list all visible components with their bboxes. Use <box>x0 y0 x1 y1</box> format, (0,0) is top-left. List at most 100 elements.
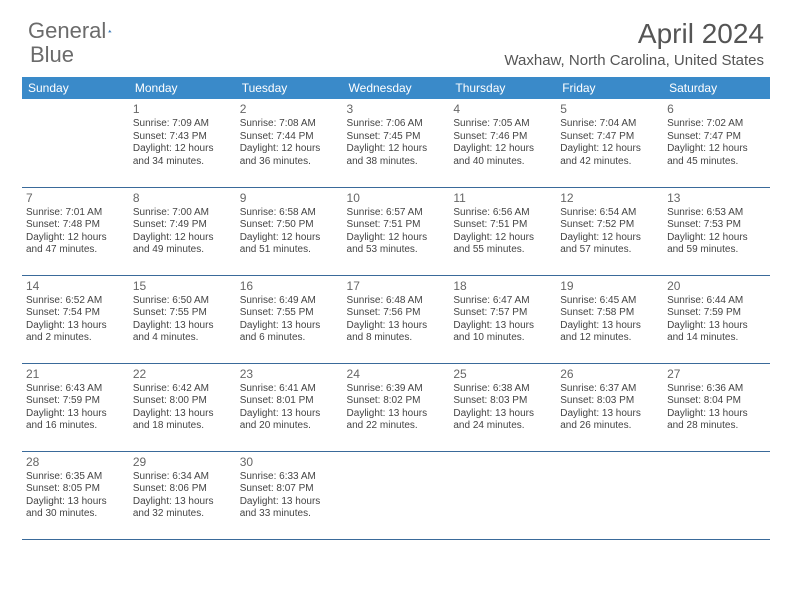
day-number: 3 <box>347 102 446 117</box>
day-cell: 29Sunrise: 6:34 AMSunset: 8:06 PMDayligh… <box>129 451 236 539</box>
day-number: 19 <box>560 279 659 294</box>
daylight-line: Daylight: 13 hours and 2 minutes. <box>26 320 125 345</box>
daylight-line: Daylight: 13 hours and 10 minutes. <box>453 320 552 345</box>
sail-icon <box>108 21 112 41</box>
daylight-line: Daylight: 12 hours and 53 minutes. <box>347 232 446 257</box>
day-cell: 14Sunrise: 6:52 AMSunset: 7:54 PMDayligh… <box>22 275 129 363</box>
day-cell: 9Sunrise: 6:58 AMSunset: 7:50 PMDaylight… <box>236 187 343 275</box>
day-cell: 28Sunrise: 6:35 AMSunset: 8:05 PMDayligh… <box>22 451 129 539</box>
sunrise-line: Sunrise: 6:54 AM <box>560 207 659 220</box>
sunset-line: Sunset: 7:47 PM <box>667 131 766 144</box>
calendar-table: SundayMondayTuesdayWednesdayThursdayFrid… <box>22 77 770 540</box>
sunset-line: Sunset: 8:00 PM <box>133 395 232 408</box>
title-block: April 2024 Waxhaw, North Carolina, Unite… <box>504 18 764 69</box>
sunrise-line: Sunrise: 7:09 AM <box>133 118 232 131</box>
day-cell: 7Sunrise: 7:01 AMSunset: 7:48 PMDaylight… <box>22 187 129 275</box>
daylight-line: Daylight: 13 hours and 22 minutes. <box>347 408 446 433</box>
sunrise-line: Sunrise: 7:04 AM <box>560 118 659 131</box>
sunset-line: Sunset: 7:59 PM <box>667 307 766 320</box>
sunrise-line: Sunrise: 7:06 AM <box>347 118 446 131</box>
day-number: 23 <box>240 367 339 382</box>
weekday-header: Thursday <box>449 77 556 99</box>
day-cell: 4Sunrise: 7:05 AMSunset: 7:46 PMDaylight… <box>449 99 556 187</box>
daylight-line: Daylight: 13 hours and 18 minutes. <box>133 408 232 433</box>
day-number: 8 <box>133 191 232 206</box>
calendar-body: 1Sunrise: 7:09 AMSunset: 7:43 PMDaylight… <box>22 99 770 539</box>
calendar-row: 7Sunrise: 7:01 AMSunset: 7:48 PMDaylight… <box>22 187 770 275</box>
sunset-line: Sunset: 7:43 PM <box>133 131 232 144</box>
sunset-line: Sunset: 7:54 PM <box>26 307 125 320</box>
day-cell: 22Sunrise: 6:42 AMSunset: 8:00 PMDayligh… <box>129 363 236 451</box>
day-cell: 25Sunrise: 6:38 AMSunset: 8:03 PMDayligh… <box>449 363 556 451</box>
sunset-line: Sunset: 8:05 PM <box>26 483 125 496</box>
day-cell: 30Sunrise: 6:33 AMSunset: 8:07 PMDayligh… <box>236 451 343 539</box>
daylight-line: Daylight: 12 hours and 47 minutes. <box>26 232 125 257</box>
sunset-line: Sunset: 7:57 PM <box>453 307 552 320</box>
daylight-line: Daylight: 12 hours and 45 minutes. <box>667 143 766 168</box>
sunrise-line: Sunrise: 6:49 AM <box>240 295 339 308</box>
daylight-line: Daylight: 13 hours and 32 minutes. <box>133 496 232 521</box>
sunrise-line: Sunrise: 6:41 AM <box>240 383 339 396</box>
empty-cell <box>663 451 770 539</box>
day-cell: 8Sunrise: 7:00 AMSunset: 7:49 PMDaylight… <box>129 187 236 275</box>
daylight-line: Daylight: 13 hours and 24 minutes. <box>453 408 552 433</box>
day-number: 22 <box>133 367 232 382</box>
sunrise-line: Sunrise: 6:44 AM <box>667 295 766 308</box>
day-cell: 21Sunrise: 6:43 AMSunset: 7:59 PMDayligh… <box>22 363 129 451</box>
sunrise-line: Sunrise: 7:01 AM <box>26 207 125 220</box>
sunset-line: Sunset: 8:02 PM <box>347 395 446 408</box>
daylight-line: Daylight: 12 hours and 38 minutes. <box>347 143 446 168</box>
sunset-line: Sunset: 7:47 PM <box>560 131 659 144</box>
day-cell: 27Sunrise: 6:36 AMSunset: 8:04 PMDayligh… <box>663 363 770 451</box>
day-cell: 10Sunrise: 6:57 AMSunset: 7:51 PMDayligh… <box>343 187 450 275</box>
sunrise-line: Sunrise: 6:47 AM <box>453 295 552 308</box>
daylight-line: Daylight: 12 hours and 34 minutes. <box>133 143 232 168</box>
day-cell: 24Sunrise: 6:39 AMSunset: 8:02 PMDayligh… <box>343 363 450 451</box>
sunrise-line: Sunrise: 6:56 AM <box>453 207 552 220</box>
weekday-header: Friday <box>556 77 663 99</box>
sunrise-line: Sunrise: 6:39 AM <box>347 383 446 396</box>
day-number: 21 <box>26 367 125 382</box>
sunrise-line: Sunrise: 7:02 AM <box>667 118 766 131</box>
day-number: 26 <box>560 367 659 382</box>
day-number: 14 <box>26 279 125 294</box>
day-number: 15 <box>133 279 232 294</box>
daylight-line: Daylight: 13 hours and 6 minutes. <box>240 320 339 345</box>
sunrise-line: Sunrise: 7:00 AM <box>133 207 232 220</box>
day-number: 24 <box>347 367 446 382</box>
day-cell: 17Sunrise: 6:48 AMSunset: 7:56 PMDayligh… <box>343 275 450 363</box>
day-cell: 13Sunrise: 6:53 AMSunset: 7:53 PMDayligh… <box>663 187 770 275</box>
daylight-line: Daylight: 13 hours and 20 minutes. <box>240 408 339 433</box>
weekday-header: Saturday <box>663 77 770 99</box>
day-number: 7 <box>26 191 125 206</box>
sunset-line: Sunset: 7:51 PM <box>453 219 552 232</box>
sunset-line: Sunset: 8:06 PM <box>133 483 232 496</box>
day-cell: 26Sunrise: 6:37 AMSunset: 8:03 PMDayligh… <box>556 363 663 451</box>
sunset-line: Sunset: 7:46 PM <box>453 131 552 144</box>
day-cell: 20Sunrise: 6:44 AMSunset: 7:59 PMDayligh… <box>663 275 770 363</box>
day-cell: 2Sunrise: 7:08 AMSunset: 7:44 PMDaylight… <box>236 99 343 187</box>
daylight-line: Daylight: 12 hours and 51 minutes. <box>240 232 339 257</box>
day-number: 30 <box>240 455 339 470</box>
daylight-line: Daylight: 13 hours and 14 minutes. <box>667 320 766 345</box>
day-cell: 11Sunrise: 6:56 AMSunset: 7:51 PMDayligh… <box>449 187 556 275</box>
sunset-line: Sunset: 7:52 PM <box>560 219 659 232</box>
daylight-line: Daylight: 12 hours and 57 minutes. <box>560 232 659 257</box>
month-title: April 2024 <box>504 18 764 50</box>
day-number: 20 <box>667 279 766 294</box>
sunset-line: Sunset: 7:44 PM <box>240 131 339 144</box>
daylight-line: Daylight: 12 hours and 59 minutes. <box>667 232 766 257</box>
weekday-header: Monday <box>129 77 236 99</box>
daylight-line: Daylight: 12 hours and 42 minutes. <box>560 143 659 168</box>
sunrise-line: Sunrise: 6:36 AM <box>667 383 766 396</box>
daylight-line: Daylight: 13 hours and 12 minutes. <box>560 320 659 345</box>
day-number: 17 <box>347 279 446 294</box>
sunrise-line: Sunrise: 6:50 AM <box>133 295 232 308</box>
day-number: 25 <box>453 367 552 382</box>
day-cell: 5Sunrise: 7:04 AMSunset: 7:47 PMDaylight… <box>556 99 663 187</box>
day-number: 5 <box>560 102 659 117</box>
brand-logo: General <box>28 18 130 44</box>
day-number: 27 <box>667 367 766 382</box>
day-number: 9 <box>240 191 339 206</box>
sunset-line: Sunset: 7:55 PM <box>240 307 339 320</box>
